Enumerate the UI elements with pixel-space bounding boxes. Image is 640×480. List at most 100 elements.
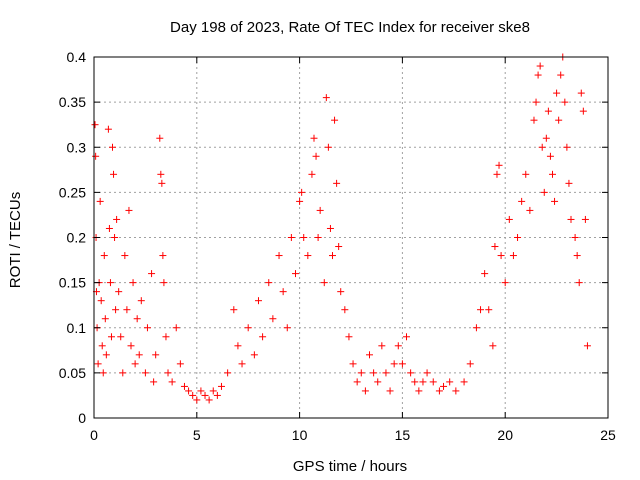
data-point xyxy=(485,306,493,314)
data-point xyxy=(481,270,489,278)
data-point xyxy=(394,342,402,350)
data-point xyxy=(101,315,109,323)
data-point xyxy=(337,288,345,296)
y-tick-label: 0.35 xyxy=(59,94,86,110)
data-point xyxy=(571,234,579,241)
data-point xyxy=(583,342,591,350)
data-point xyxy=(403,333,411,341)
data-point xyxy=(534,71,542,79)
data-point xyxy=(300,234,308,241)
x-tick-label: 15 xyxy=(395,427,411,443)
data-point xyxy=(109,143,117,151)
data-point xyxy=(143,324,151,332)
data-point xyxy=(119,369,127,377)
data-point xyxy=(345,333,353,341)
data-point xyxy=(328,252,336,260)
data-point xyxy=(501,279,509,287)
data-point xyxy=(234,342,242,350)
data-point xyxy=(567,215,575,223)
data-point xyxy=(390,360,398,368)
data-point xyxy=(127,342,135,350)
data-point xyxy=(370,369,378,377)
data-point xyxy=(518,197,526,205)
y-tick-label: 0.1 xyxy=(67,320,87,336)
data-point xyxy=(98,342,106,350)
data-point xyxy=(398,360,406,368)
data-point xyxy=(201,391,209,399)
data-point xyxy=(429,378,437,386)
data-point xyxy=(265,279,273,287)
data-point xyxy=(491,243,499,251)
data-point xyxy=(287,234,295,241)
data-point xyxy=(224,369,232,377)
data-point xyxy=(123,306,131,314)
data-point xyxy=(335,243,343,251)
data-point xyxy=(99,369,107,377)
data-point xyxy=(158,179,166,187)
data-point xyxy=(102,351,110,359)
data-point xyxy=(157,170,165,178)
data-point xyxy=(283,324,291,332)
y-tick-label: 0.2 xyxy=(67,230,87,246)
data-point xyxy=(466,360,474,368)
data-point xyxy=(129,279,137,287)
x-axis-title: GPS time / hours xyxy=(293,458,407,475)
data-point xyxy=(542,134,550,142)
y-tick-label: 0.15 xyxy=(59,275,86,291)
data-point xyxy=(538,143,546,151)
data-points xyxy=(91,53,591,404)
data-point xyxy=(291,270,299,278)
data-point xyxy=(254,297,262,305)
data-point xyxy=(205,396,213,404)
data-point xyxy=(209,387,217,395)
data-point xyxy=(298,188,306,196)
data-point xyxy=(575,279,583,287)
data-point xyxy=(557,71,565,79)
data-point xyxy=(514,234,522,241)
data-point xyxy=(312,152,320,160)
data-point xyxy=(563,143,571,151)
data-point xyxy=(96,197,104,205)
data-point xyxy=(472,324,480,332)
data-point xyxy=(551,197,559,205)
data-point xyxy=(489,342,497,350)
data-point xyxy=(548,170,556,178)
data-point xyxy=(304,252,312,260)
data-point xyxy=(244,324,252,332)
data-point xyxy=(316,206,324,214)
data-point xyxy=(91,121,99,129)
data-point xyxy=(565,179,573,187)
y-tick-label: 0.3 xyxy=(67,139,87,155)
data-point xyxy=(197,387,205,395)
data-point xyxy=(185,387,193,395)
data-point xyxy=(411,378,419,386)
data-point xyxy=(324,143,332,151)
data-point xyxy=(168,378,176,386)
y-tick-label: 0.25 xyxy=(59,184,86,200)
x-tick-label: 5 xyxy=(193,427,201,443)
y-tick-label: 0 xyxy=(78,410,86,426)
data-point xyxy=(333,179,341,187)
data-point xyxy=(121,252,129,260)
data-point xyxy=(353,378,361,386)
data-point xyxy=(573,252,581,260)
data-point xyxy=(269,315,277,323)
data-point xyxy=(423,369,431,377)
data-point xyxy=(493,170,501,178)
data-point xyxy=(296,197,304,205)
data-point xyxy=(322,94,330,102)
data-point xyxy=(238,360,246,368)
data-point xyxy=(530,116,538,124)
data-point xyxy=(217,382,225,390)
data-point xyxy=(522,170,530,178)
data-point xyxy=(579,107,587,115)
x-tick-label: 10 xyxy=(292,427,308,443)
data-point xyxy=(213,391,221,399)
y-axis-title: ROTI / TECUs xyxy=(7,192,24,288)
data-point xyxy=(162,333,170,341)
data-point xyxy=(92,152,100,160)
data-point xyxy=(97,297,105,305)
data-point xyxy=(310,134,318,142)
data-point xyxy=(446,378,454,386)
